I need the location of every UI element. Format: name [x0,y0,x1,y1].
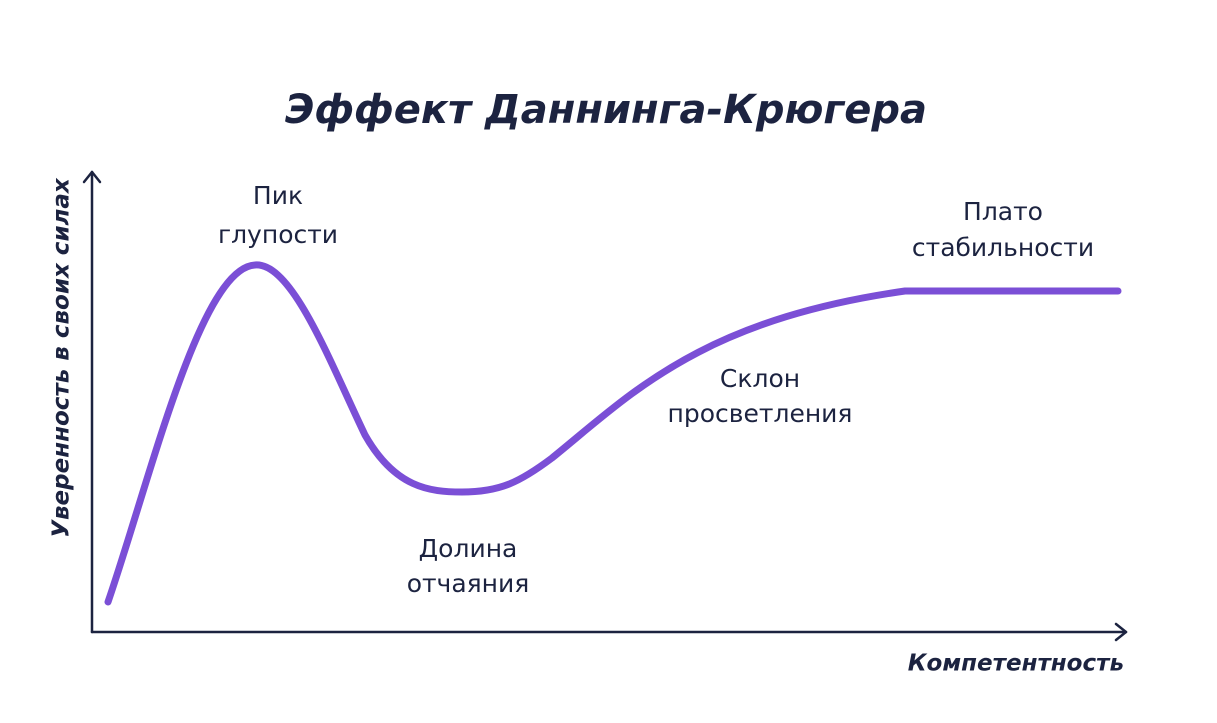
y-axis-arrow [82,170,102,184]
annotation-line: глупости [218,220,338,249]
annotation-line: Пик [253,181,303,210]
annotation-line: Склон [720,364,800,393]
y-axis-label: Уверенность в своих силах [49,177,75,538]
annotation: Плато стабильности [912,197,1094,262]
annotation: Долина отчаяния [407,534,530,598]
x-axis-label: Компетентность [908,651,1124,677]
curve [104,261,1122,606]
annotation-line: просветления [668,399,853,428]
annotation: Склон просветления [668,364,853,428]
annotation: Пик глупости [218,181,338,249]
annotation-line: Долина [419,534,518,563]
axes [82,170,1128,642]
annotation-line: стабильности [912,233,1094,262]
annotation-line: Плато [963,197,1043,226]
title: Эффект Даннинга-Крюгера [285,87,927,133]
annotation-line: отчаяния [407,569,530,598]
x-axis-arrow [1114,622,1128,642]
